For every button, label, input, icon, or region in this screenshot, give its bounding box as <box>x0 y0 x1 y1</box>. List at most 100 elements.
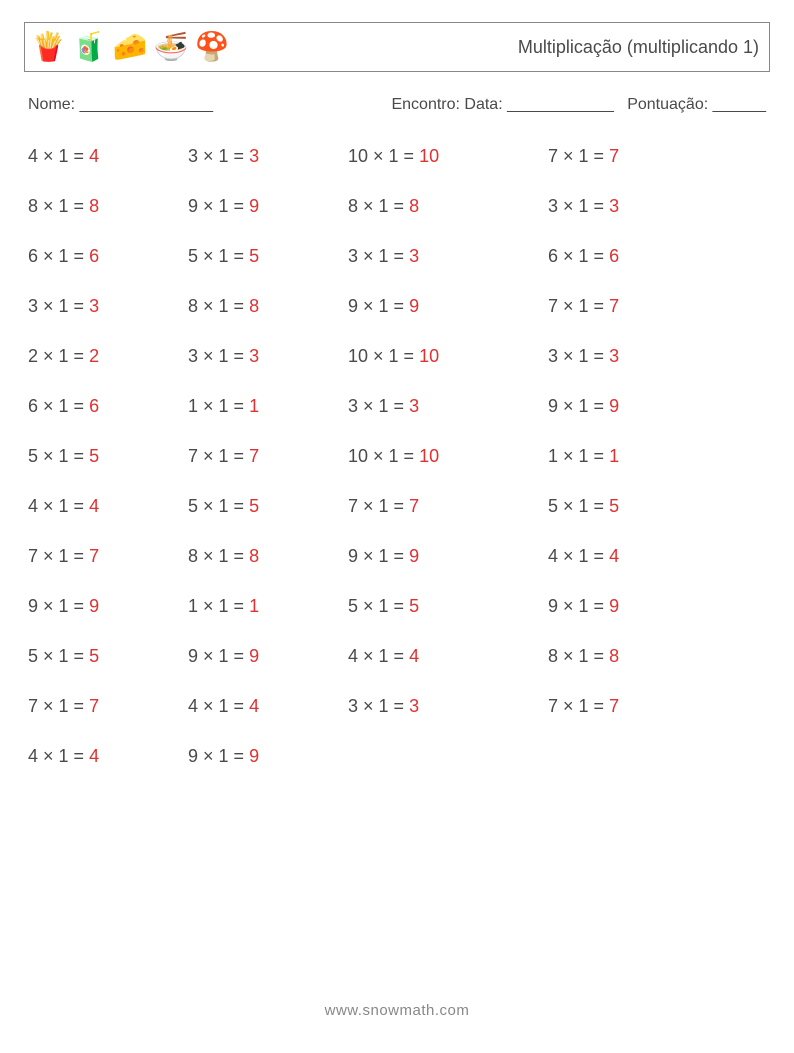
problem-answer: 6 <box>609 246 619 266</box>
problem-question: 4 × 1 = <box>28 496 89 516</box>
problem-answer: 9 <box>609 596 619 616</box>
problem-question: 3 × 1 = <box>548 346 609 366</box>
problem-answer: 9 <box>609 396 619 416</box>
problem-answer: 8 <box>249 296 259 316</box>
problem-answer: 7 <box>89 546 99 566</box>
problem-cell: 7 × 1 = 7 <box>548 296 708 317</box>
problem-answer: 5 <box>609 496 619 516</box>
problem-question: 9 × 1 = <box>28 596 89 616</box>
cheese-icon: 🧀 <box>113 33 148 61</box>
problem-cell: 9 × 1 = 9 <box>348 546 548 567</box>
problem-answer: 3 <box>409 396 419 416</box>
problem-cell: 7 × 1 = 7 <box>348 496 548 517</box>
worksheet-title: Multiplicação (multiplicando 1) <box>518 37 759 58</box>
problem-cell: 1 × 1 = 1 <box>188 396 348 417</box>
mushroom-icon: 🍄 <box>195 33 230 61</box>
problem-question: 9 × 1 = <box>348 296 409 316</box>
problem-answer: 4 <box>249 696 259 716</box>
problem-cell: 3 × 1 = 3 <box>548 196 708 217</box>
problem-question: 4 × 1 = <box>188 696 249 716</box>
problem-cell: 10 × 1 = 10 <box>348 146 548 167</box>
problem-cell: 6 × 1 = 6 <box>28 246 188 267</box>
problem-cell: 9 × 1 = 9 <box>348 296 548 317</box>
problem-question: 7 × 1 = <box>188 446 249 466</box>
problem-cell: 8 × 1 = 8 <box>548 646 708 667</box>
problem-cell: 7 × 1 = 7 <box>548 696 708 717</box>
problem-cell: 3 × 1 = 3 <box>28 296 188 317</box>
problem-question: 4 × 1 = <box>28 746 89 766</box>
problem-question: 4 × 1 = <box>28 146 89 166</box>
problem-answer: 3 <box>409 696 419 716</box>
problem-cell: 8 × 1 = 8 <box>188 296 348 317</box>
problem-answer: 4 <box>89 746 99 766</box>
problem-question: 9 × 1 = <box>188 646 249 666</box>
problem-question: 6 × 1 = <box>28 396 89 416</box>
problem-question: 7 × 1 = <box>28 696 89 716</box>
problem-question: 9 × 1 = <box>188 196 249 216</box>
problem-cell: 3 × 1 = 3 <box>348 246 548 267</box>
problem-cell: 10 × 1 = 10 <box>348 446 548 467</box>
problem-question: 3 × 1 = <box>188 146 249 166</box>
problem-cell: 9 × 1 = 9 <box>548 596 708 617</box>
problem-question: 8 × 1 = <box>348 196 409 216</box>
header-box: 🍟 🧃 🧀 🍜 🍄 Multiplicação (multiplicando 1… <box>24 22 770 72</box>
problem-answer: 8 <box>249 546 259 566</box>
problem-answer: 5 <box>249 246 259 266</box>
problem-answer: 9 <box>409 546 419 566</box>
problem-question: 10 × 1 = <box>348 446 419 466</box>
problem-question: 1 × 1 = <box>548 446 609 466</box>
problem-question: 3 × 1 = <box>28 296 89 316</box>
problem-answer: 7 <box>609 146 619 166</box>
problem-cell: 9 × 1 = 9 <box>28 596 188 617</box>
fries-icon: 🍟 <box>31 33 66 61</box>
problem-answer: 4 <box>409 646 419 666</box>
bowl-icon: 🍜 <box>154 33 189 61</box>
problem-answer: 9 <box>89 596 99 616</box>
problem-cell: 8 × 1 = 8 <box>348 196 548 217</box>
problem-cell: 9 × 1 = 9 <box>188 646 348 667</box>
problem-answer: 7 <box>609 296 619 316</box>
problem-cell: 5 × 1 = 5 <box>28 646 188 667</box>
problem-question: 5 × 1 = <box>28 646 89 666</box>
problem-answer: 3 <box>249 146 259 166</box>
problem-cell: 8 × 1 = 8 <box>188 546 348 567</box>
problem-question: 7 × 1 = <box>548 696 609 716</box>
problem-question: 9 × 1 = <box>548 596 609 616</box>
problem-answer: 3 <box>89 296 99 316</box>
problem-answer: 9 <box>249 196 259 216</box>
problem-question: 7 × 1 = <box>28 546 89 566</box>
problem-question: 8 × 1 = <box>28 196 89 216</box>
problem-cell: 3 × 1 = 3 <box>548 346 708 367</box>
problem-answer: 10 <box>419 146 439 166</box>
problem-answer: 3 <box>609 346 619 366</box>
problem-answer: 9 <box>409 296 419 316</box>
problem-question: 7 × 1 = <box>348 496 409 516</box>
problem-cell: 5 × 1 = 5 <box>548 496 708 517</box>
problem-question: 1 × 1 = <box>188 596 249 616</box>
problem-answer: 5 <box>89 446 99 466</box>
problem-question: 3 × 1 = <box>188 346 249 366</box>
problem-answer: 1 <box>249 396 259 416</box>
name-field-label: Nome: _______________ <box>28 96 213 114</box>
problem-question: 7 × 1 = <box>548 146 609 166</box>
problem-cell: 6 × 1 = 6 <box>548 246 708 267</box>
problem-question: 5 × 1 = <box>548 496 609 516</box>
problem-cell: 4 × 1 = 4 <box>28 746 188 767</box>
problem-cell: 1 × 1 = 1 <box>188 596 348 617</box>
problem-question: 3 × 1 = <box>348 246 409 266</box>
problem-cell <box>348 746 548 767</box>
problem-cell: 9 × 1 = 9 <box>188 196 348 217</box>
problem-answer: 8 <box>609 646 619 666</box>
problem-cell: 8 × 1 = 8 <box>28 196 188 217</box>
problem-answer: 7 <box>89 696 99 716</box>
problem-cell: 7 × 1 = 7 <box>28 546 188 567</box>
date-score-label: Encontro: Data: ____________ Pontuação: … <box>391 96 766 114</box>
problem-question: 6 × 1 = <box>548 246 609 266</box>
problem-answer: 7 <box>249 446 259 466</box>
problem-answer: 3 <box>249 346 259 366</box>
problem-question: 8 × 1 = <box>188 296 249 316</box>
worksheet: 🍟 🧃 🧀 🍜 🍄 Multiplicação (multiplicando 1… <box>0 0 794 767</box>
problem-cell: 4 × 1 = 4 <box>348 646 548 667</box>
problem-cell: 5 × 1 = 5 <box>188 496 348 517</box>
problem-question: 5 × 1 = <box>348 596 409 616</box>
